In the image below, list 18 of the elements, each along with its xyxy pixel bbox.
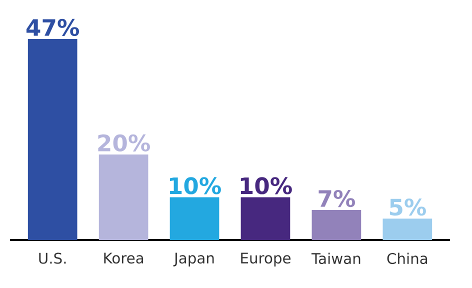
data-label: 7% bbox=[318, 190, 355, 208]
bar bbox=[382, 218, 432, 240]
data-label: 10% bbox=[170, 177, 221, 194]
bar bbox=[312, 210, 362, 240]
x-tick-label: U.S. bbox=[39, 252, 66, 264]
x-tick-label: Taiwan bbox=[311, 252, 360, 264]
data-label: 10% bbox=[240, 177, 292, 194]
x-tick-label: China bbox=[387, 252, 428, 264]
x-tick-label: Europe bbox=[241, 252, 291, 266]
data-label: 47% bbox=[26, 18, 80, 36]
bar bbox=[170, 197, 220, 240]
bar bbox=[98, 154, 148, 240]
data-label: 5% bbox=[390, 198, 426, 216]
bar bbox=[240, 197, 290, 240]
bar bbox=[28, 38, 78, 240]
x-tick-label: Japan bbox=[173, 252, 214, 266]
x-tick-label: Korea bbox=[104, 252, 144, 264]
data-label: 20% bbox=[98, 134, 150, 152]
